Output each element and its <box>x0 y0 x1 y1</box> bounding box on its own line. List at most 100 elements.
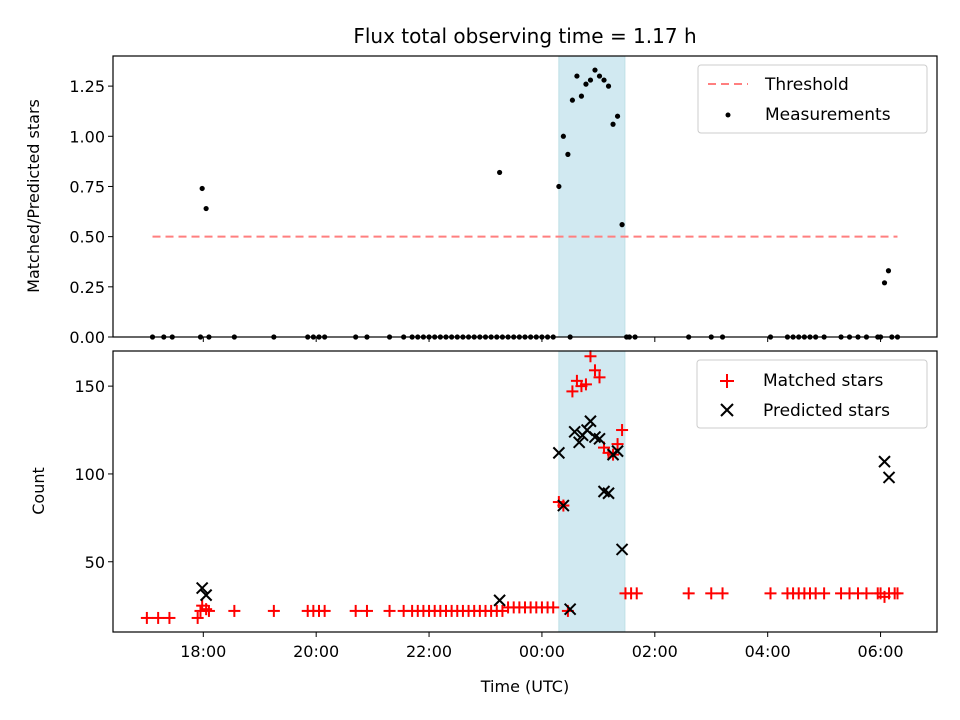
matched-star-point <box>616 424 629 437</box>
predicted-star-point <box>602 487 615 500</box>
matched-star-point <box>611 438 624 451</box>
bottom-ytick-label: 100 <box>74 465 105 484</box>
measurement-point <box>605 83 612 89</box>
x-axis-label: Time (UTC) <box>480 677 569 696</box>
top-ytick-label: 1.00 <box>69 127 105 146</box>
xtick-label: 04:00 <box>745 642 791 661</box>
predicted-star-point <box>199 588 213 602</box>
matched-star-point <box>200 603 213 616</box>
matched-star-point <box>152 611 165 624</box>
matched-star-point <box>318 604 331 617</box>
matched-star-point <box>267 604 280 617</box>
predicted-star-point <box>195 581 209 595</box>
bottom-series-group <box>140 350 904 624</box>
xtick-label: 20:00 <box>293 642 339 661</box>
predicted-star-point <box>593 432 606 446</box>
top-ytick-label: 0.25 <box>69 278 105 297</box>
top-panel: 0.00 0.25 0.50 0.75 1.00 1.25 Matched/Predict… <box>24 55 938 347</box>
matched-star-point <box>163 611 176 624</box>
measurement-point <box>497 169 503 176</box>
bottom-panel: 50 100 150 18:00 20:00 22:00 00:00 02:00 04:00 0… <box>29 350 938 696</box>
measurement-point <box>583 81 589 87</box>
xtick-label: 00:00 <box>519 642 565 661</box>
measurement-point <box>578 93 585 99</box>
matched-star-point <box>764 587 777 600</box>
matched-star-point <box>716 587 729 600</box>
measurement-point <box>203 205 209 212</box>
measurement-point <box>614 113 621 119</box>
top-y-ticks: 0.00 0.25 0.50 0.75 1.00 1.25 <box>69 77 113 347</box>
predicted-star-point <box>584 415 597 428</box>
top-ylabel: Matched/Predicted stars <box>24 99 43 293</box>
predicted-star-point <box>572 436 586 449</box>
top-ytick-label: 0.00 <box>69 328 105 347</box>
matched-star-point <box>579 378 592 391</box>
predicted-star-point <box>611 444 624 458</box>
predicted-star-point <box>493 594 506 607</box>
predicted-star-point <box>878 455 891 468</box>
measurement-point <box>881 280 888 286</box>
matched-star-point <box>891 587 904 600</box>
top-axes-frame <box>112 55 938 338</box>
matched-star-point <box>349 604 362 617</box>
top-ytick-label: 0.50 <box>69 228 105 247</box>
bottom-y-ticks: 50 100 150 <box>74 377 113 572</box>
bottom-span <box>558 350 626 633</box>
top-legend-box <box>697 64 928 134</box>
matched-star-point <box>383 604 396 617</box>
predicted-star-point <box>568 425 581 438</box>
measurement-point <box>587 77 594 83</box>
matched-star-point <box>191 611 204 624</box>
matched-star-point <box>202 604 215 617</box>
bottom-ytick-label: 150 <box>74 377 105 396</box>
top-legend: Threshold Measurements <box>697 64 928 134</box>
matched-star-point <box>630 587 643 600</box>
measurement-point <box>592 67 598 73</box>
matched-star-point <box>818 587 831 600</box>
matched-star-point <box>566 385 579 398</box>
chart-title: Flux total observing time = 1.17 h <box>353 24 696 48</box>
matched-star-point <box>593 371 606 384</box>
bottom-axes-frame <box>112 350 938 633</box>
matched-star-point <box>705 587 718 600</box>
legend-predicted-swatch <box>720 403 734 417</box>
measurement-point <box>601 77 607 83</box>
predicted-star-point <box>615 543 629 556</box>
measurement-point <box>560 133 566 139</box>
predicted-star-point <box>563 602 577 616</box>
xtick-label: 06:00 <box>858 642 904 661</box>
xtick-label: 22:00 <box>406 642 452 661</box>
legend-matched-label: Matched stars <box>763 371 883 391</box>
top-span <box>558 55 626 338</box>
measurement-point <box>596 73 603 79</box>
measurement-point <box>556 183 562 190</box>
xtick-label: 02:00 <box>632 642 678 661</box>
predicted-star-point <box>882 471 896 484</box>
legend-measurements-label: Measurements <box>765 105 891 125</box>
matched-star-point <box>140 611 153 624</box>
matched-star-point <box>584 350 597 363</box>
measurement-point <box>619 222 625 228</box>
legend-predicted-label: Predicted stars <box>763 401 890 421</box>
measurement-point <box>569 97 576 103</box>
legend-matched-swatch <box>720 374 734 388</box>
bottom-legend: Matched stars Predicted stars <box>696 359 928 429</box>
matched-star-point <box>682 587 695 600</box>
matched-star-point <box>860 587 873 600</box>
predicted-star-point <box>557 499 570 512</box>
matched-star-point <box>547 601 560 614</box>
measurement-point <box>885 268 892 274</box>
top-ytick-label: 0.75 <box>69 177 105 196</box>
matched-star-point <box>228 604 241 617</box>
xtick-label: 18:00 <box>180 642 226 661</box>
legend-measurements-swatch <box>725 112 731 118</box>
matched-star-point <box>588 364 601 377</box>
legend-threshold-label: Threshold <box>764 75 849 95</box>
measurement-point <box>610 121 616 127</box>
predicted-star-point <box>552 446 566 460</box>
matched-star-point <box>360 604 373 617</box>
top-x-ticks <box>202 337 882 342</box>
measurement-point <box>199 185 205 192</box>
top-ytick-label: 1.25 <box>69 77 105 96</box>
